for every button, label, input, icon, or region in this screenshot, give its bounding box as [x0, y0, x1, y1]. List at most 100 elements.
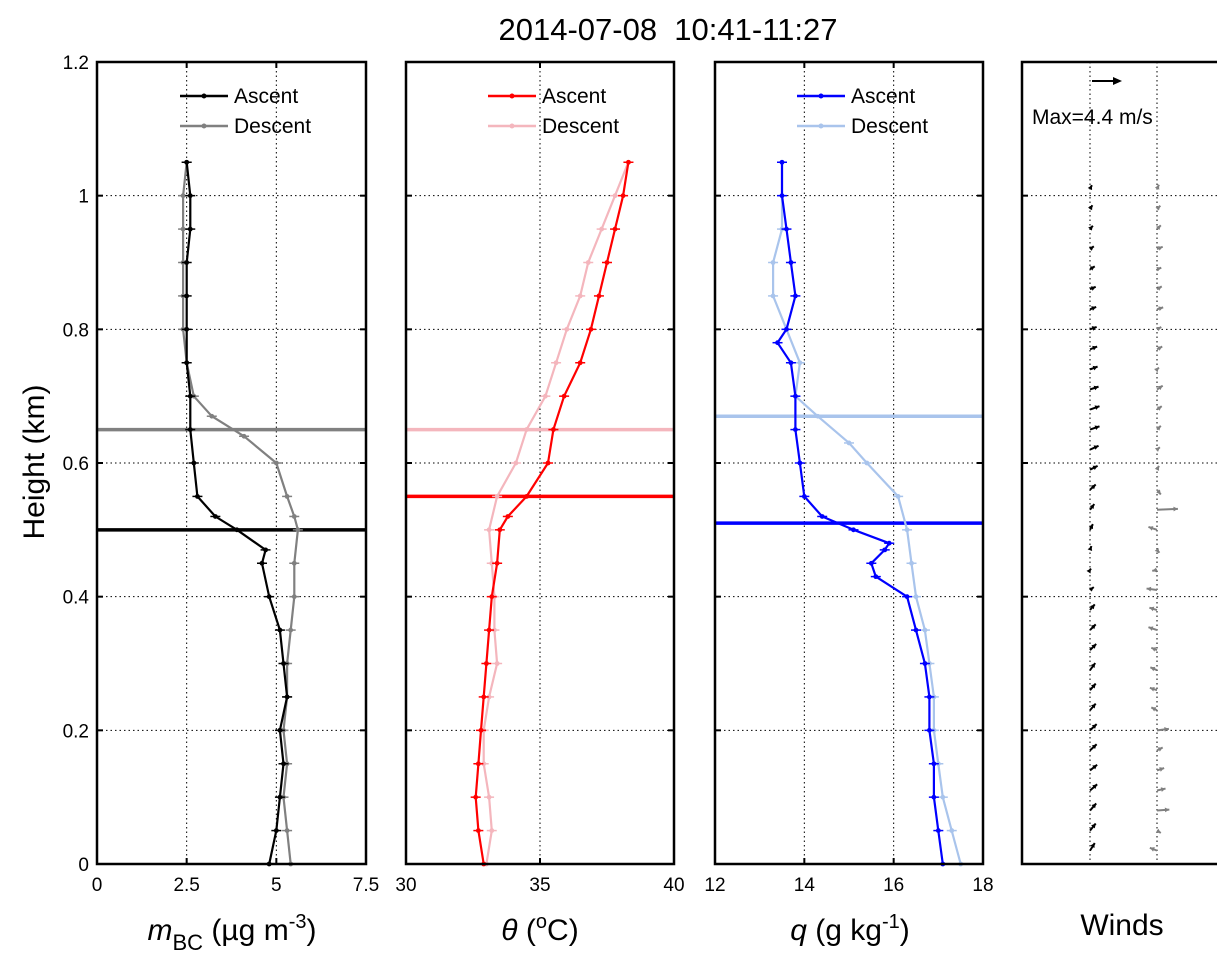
wind-arrowhead-descent [1156, 266, 1162, 272]
wind-arrowhead-ascent [1088, 225, 1093, 231]
wind-arrowhead-ascent [1090, 604, 1095, 610]
legend-descent-label: Descent [542, 115, 619, 138]
wind-max-label: Max=4.4 m/s [1032, 106, 1153, 129]
q-ascent-point [801, 494, 807, 499]
theta-ascent-point [494, 560, 500, 566]
bc-xtick-label: 5 [271, 875, 282, 896]
q-ascent-point [851, 527, 856, 533]
bc-ascent-point [277, 794, 283, 800]
panel-q: 12 14 16 18 Ascent Descent [704, 60, 994, 896]
theta-xtick-label: 35 [529, 875, 550, 896]
panel-winds: Max=4.4 m/s [1020, 60, 1217, 866]
theta-descent-point [524, 427, 529, 432]
bc-xtick-label: 2.5 [173, 875, 199, 896]
wind-arrowhead-ascent [1092, 784, 1098, 789]
q-series-descent [768, 159, 966, 867]
wind-arrowhead-descent [1164, 727, 1169, 732]
theta-ascent-point [545, 460, 551, 466]
theta-axis-label: θ (oC) [501, 911, 578, 947]
theta-ascent-point [473, 794, 479, 800]
wind-arrowhead-descent [1151, 707, 1157, 712]
wind-arrowhead-descent [1154, 367, 1159, 373]
bc-ascent-point [191, 460, 197, 466]
wind-arrowhead-descent [1157, 747, 1163, 752]
theta-ascent-point [505, 514, 511, 519]
theta-ascent-point [620, 193, 626, 199]
wind-arrowhead-ascent [1088, 205, 1093, 211]
q-ascent-point [793, 293, 798, 299]
bc-ascent-point [184, 159, 190, 165]
legend: Ascent Descent [797, 85, 928, 138]
bc-descent-point [291, 594, 297, 600]
wind-arrowhead-descent [1156, 489, 1161, 495]
bc-label-rest: (µg m [203, 914, 289, 947]
q-descent-point [797, 360, 803, 366]
wind-arrowhead-descent [1149, 606, 1155, 612]
wind-arrowhead-descent [1149, 686, 1155, 692]
legend-ascent-label: Ascent [234, 85, 298, 108]
q-axis-label: q (g kg-1) [790, 911, 910, 947]
q-xtick-label: 14 [794, 875, 816, 896]
bc-ascent-point [284, 694, 290, 700]
q-ascent-point [873, 574, 879, 580]
theta-descent-point [542, 393, 548, 399]
theta-ascent-point [612, 226, 618, 232]
legend-ascent-label: Ascent [851, 85, 915, 108]
theta-label-rest: ( [518, 914, 536, 947]
wind-arrowhead-ascent [1090, 663, 1096, 669]
theta-label-sup: o [536, 911, 547, 933]
theta-ascent-point [481, 694, 487, 700]
q-ascent-point [927, 727, 932, 733]
q-label-close: ) [900, 914, 910, 947]
theta-frame [404, 60, 676, 866]
wind-arrowhead-ascent [1088, 524, 1094, 530]
q-descent-point [815, 413, 821, 419]
wind-arrowhead-descent [1150, 666, 1156, 672]
bc-label-close: ) [306, 914, 316, 947]
theta-ascent-line [474, 162, 630, 865]
wind-arrowhead-ascent [1092, 365, 1098, 371]
wind-arrowhead-descent [1148, 626, 1154, 631]
bc-ascent-point [281, 661, 286, 666]
theta-descent-point [494, 661, 500, 666]
wind-arrowhead-ascent [1090, 843, 1095, 849]
bc-frame [95, 60, 368, 866]
legend-ascent-marker [201, 93, 207, 99]
bc-series-ascent [181, 159, 293, 867]
q-ascent-point [931, 794, 937, 800]
q-descent-point [922, 627, 928, 633]
bc-label-main: m [148, 914, 173, 947]
q-series-ascent [772, 159, 948, 867]
wind-arrowhead-ascent [1089, 504, 1095, 510]
bc-ascent-point [184, 326, 190, 332]
theta-ascent-point [596, 293, 602, 299]
wind-arrowhead-ascent [1091, 823, 1096, 829]
wind-arrowhead-ascent [1091, 683, 1096, 689]
wind-arrowhead-descent [1156, 225, 1161, 231]
q-ascent-point [886, 540, 892, 546]
bc-descent-point [291, 560, 297, 566]
bc-ytick-label: 1.2 [63, 53, 89, 74]
wind-arrowhead-descent [1157, 246, 1163, 251]
theta-label-main: θ [501, 914, 518, 947]
bc-ytick-label: 0.8 [63, 320, 89, 341]
wind-arrowhead-ascent [1090, 624, 1096, 630]
legend: Ascent Descent [180, 85, 311, 138]
theta-descent-point [486, 527, 492, 533]
theta-ascent-point [489, 594, 495, 600]
bc-descent-point [288, 627, 294, 633]
panel-bc: 0 0.2 0.4 0.6 0.8 1 1.2 0 2.5 5 7.5 Ascent Descent [63, 53, 380, 896]
bc-ytick-label: 1 [78, 187, 89, 208]
bc-ascent-point [234, 527, 240, 533]
q-ascent-point [788, 360, 794, 366]
wind-arrowhead-descent [1159, 767, 1165, 772]
legend-ascent-marker [818, 93, 824, 99]
q-ascent-point [784, 226, 789, 232]
wind-arrowhead-ascent [1091, 803, 1097, 809]
theta-grid [406, 62, 674, 864]
wind-arrowhead-descent [1148, 526, 1154, 531]
theta-descent-point [585, 260, 591, 265]
wind-arrowhead-descent [1164, 807, 1170, 813]
wind-arrowhead-descent [1151, 647, 1157, 652]
